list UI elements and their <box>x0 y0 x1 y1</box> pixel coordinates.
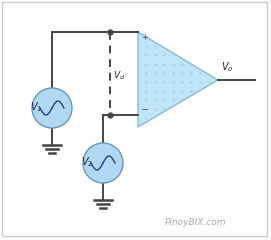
Circle shape <box>32 88 72 128</box>
Text: $V_1$: $V_1$ <box>30 100 42 114</box>
Text: +: + <box>141 33 148 42</box>
Text: $V_2$: $V_2$ <box>81 155 93 169</box>
Text: $V_o$: $V_o$ <box>221 60 234 74</box>
Text: −: − <box>141 105 149 115</box>
FancyBboxPatch shape <box>2 2 267 236</box>
Polygon shape <box>138 32 218 127</box>
Text: PinoyBIX.com: PinoyBIX.com <box>165 218 227 227</box>
Text: $V_d$: $V_d$ <box>113 70 125 82</box>
Circle shape <box>83 143 123 183</box>
